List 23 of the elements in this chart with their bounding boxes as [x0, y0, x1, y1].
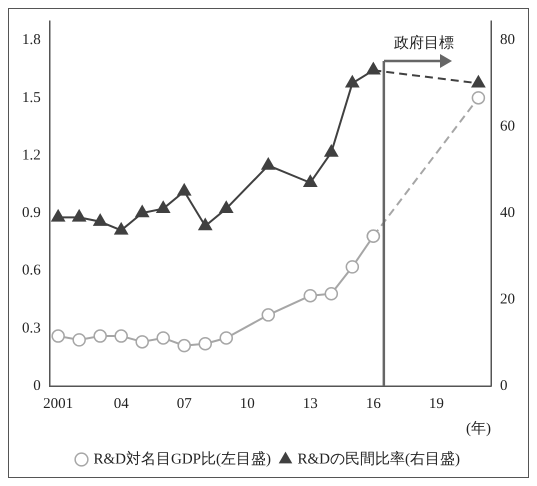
y-tick-label: 0.6 — [22, 262, 42, 279]
legend-label: R&Dの民間比率(右目盛) — [298, 450, 460, 468]
x-tick-label: 04 — [114, 396, 130, 412]
y-tick-label: 0 — [33, 378, 41, 394]
x-tick-label: 10 — [240, 396, 255, 412]
y2-tick-label: 80 — [500, 32, 515, 48]
y-tick-label: 1.5 — [22, 90, 41, 106]
y2-tick-label: 20 — [500, 291, 515, 308]
ref-line-label: 政府目標 — [394, 34, 454, 52]
y-tick-label: 1.2 — [22, 147, 41, 164]
x-tick-label: 19 — [428, 396, 444, 412]
legend-label: R&D対名目GDP比(左目盛) — [94, 450, 272, 468]
x-axis-title: (年) — [466, 420, 491, 437]
x-tick-label: 2001 — [43, 396, 74, 412]
y-tick-label: 1.8 — [22, 32, 41, 48]
x-tick-label: 16 — [366, 396, 382, 412]
y2-tick-label: 60 — [500, 118, 515, 134]
y2-tick-label: 0 — [500, 378, 508, 394]
y-tick-label: 0.9 — [22, 205, 41, 222]
x-tick-label: 13 — [302, 396, 318, 412]
y-tick-label: 0.3 — [22, 320, 41, 336]
x-tick-label: 07 — [176, 396, 192, 412]
y2-tick-label: 40 — [500, 204, 515, 221]
